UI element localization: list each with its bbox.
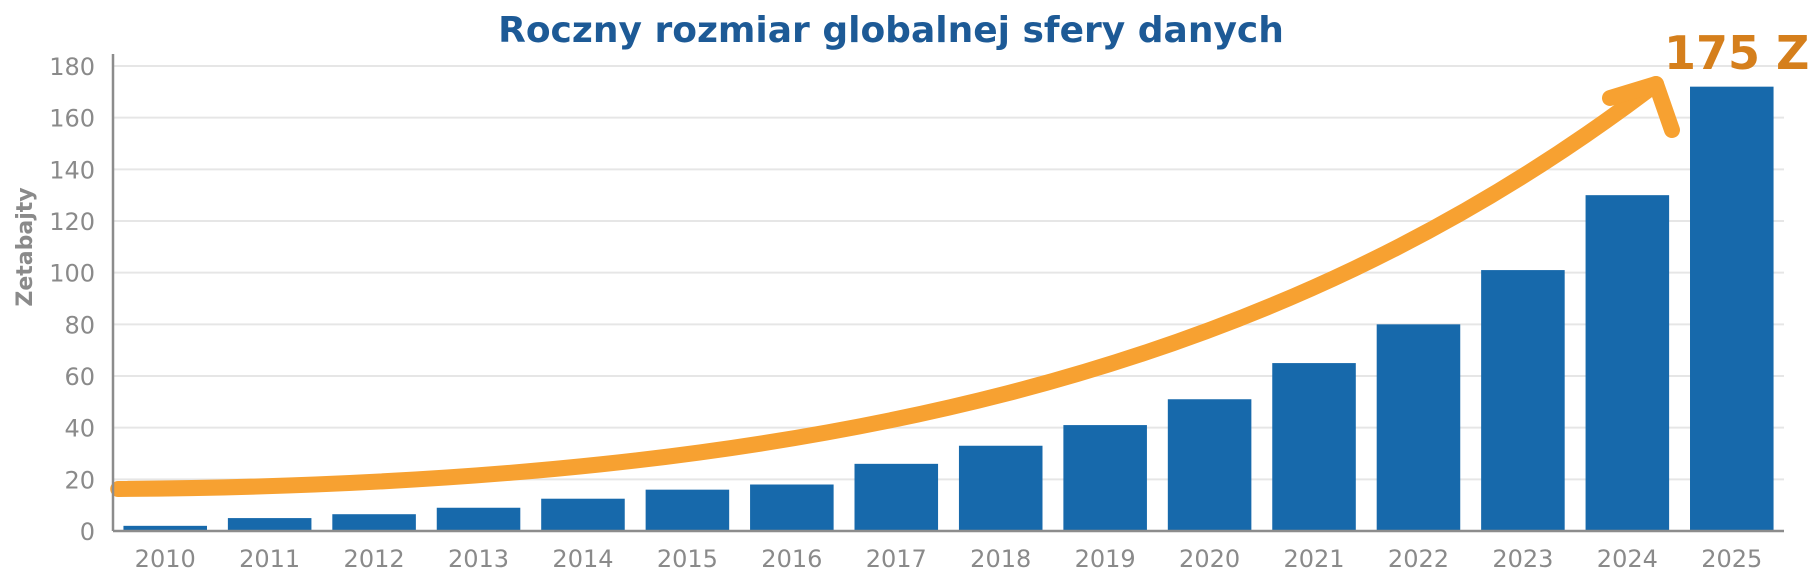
y-tick-label: 0 (80, 518, 95, 546)
x-tick-labels: 2010 2011 2012 2013 2014 2015 2016 2017 2018 2019… (135, 545, 1763, 573)
x-tick-label: 2021 (1283, 545, 1344, 573)
x-tick-label: 2014 (552, 545, 613, 573)
bar-2023 (1481, 270, 1565, 531)
bar-2015 (645, 489, 730, 531)
x-tick-label: 2022 (1388, 545, 1449, 573)
x-tick-label: 2023 (1492, 545, 1553, 573)
growth-arrow-curve (110, 76, 1664, 497)
bars (123, 86, 1774, 532)
bar-2012 (332, 514, 416, 531)
bar-2018 (958, 445, 1043, 531)
bar-2013 (436, 507, 521, 531)
y-tick-label: 160 (49, 105, 95, 133)
x-tick-label: 2011 (239, 545, 300, 573)
y-tick-label: 80 (64, 311, 95, 339)
y-tick-label: 140 (49, 156, 95, 184)
x-tick-label: 2024 (1597, 545, 1658, 573)
bar-2010 (123, 525, 207, 531)
bar-2024 (1585, 195, 1670, 531)
bar-2017 (854, 463, 939, 531)
bar-2011 (227, 518, 312, 531)
growth-arrowhead (1602, 76, 1680, 138)
y-tick-label: 120 (49, 208, 95, 236)
x-tick-label: 2016 (761, 545, 822, 573)
y-tick-label: 60 (64, 363, 95, 391)
growth-arrow (110, 76, 1680, 497)
gridlines (113, 65, 1784, 481)
y-tick-label: 20 (64, 466, 95, 494)
bar-2016 (750, 484, 834, 531)
x-tick-label: 2012 (344, 545, 405, 573)
y-tick-label: 100 (49, 260, 95, 288)
x-tick-label: 2010 (135, 545, 196, 573)
bar-2022 (1376, 324, 1461, 531)
x-tick-label: 2019 (1075, 545, 1136, 573)
bar-2025 (1690, 86, 1774, 532)
bar-2021 (1272, 363, 1356, 531)
chart-title: Roczny rozmiar globalnej sfery danych (498, 10, 1284, 51)
x-tick-label: 2025 (1701, 545, 1762, 573)
bar-2014 (541, 498, 625, 531)
callout-label: 175 ZB (1664, 26, 1809, 80)
y-tick-label: 40 (64, 415, 95, 443)
y-tick-label: 180 (49, 53, 95, 81)
y-axis-label: Zetabajty (13, 187, 38, 306)
x-tick-label: 2017 (866, 545, 927, 573)
bar-2020 (1167, 399, 1252, 531)
x-tick-label: 2013 (448, 545, 509, 573)
axes (111, 54, 1784, 533)
x-tick-label: 2018 (970, 545, 1031, 573)
bar-2019 (1063, 425, 1147, 531)
y-tick-labels: 0 20 40 60 80 100 120 140 160 180 (49, 53, 95, 546)
x-tick-label: 2015 (657, 545, 718, 573)
x-tick-label: 2020 (1179, 545, 1240, 573)
